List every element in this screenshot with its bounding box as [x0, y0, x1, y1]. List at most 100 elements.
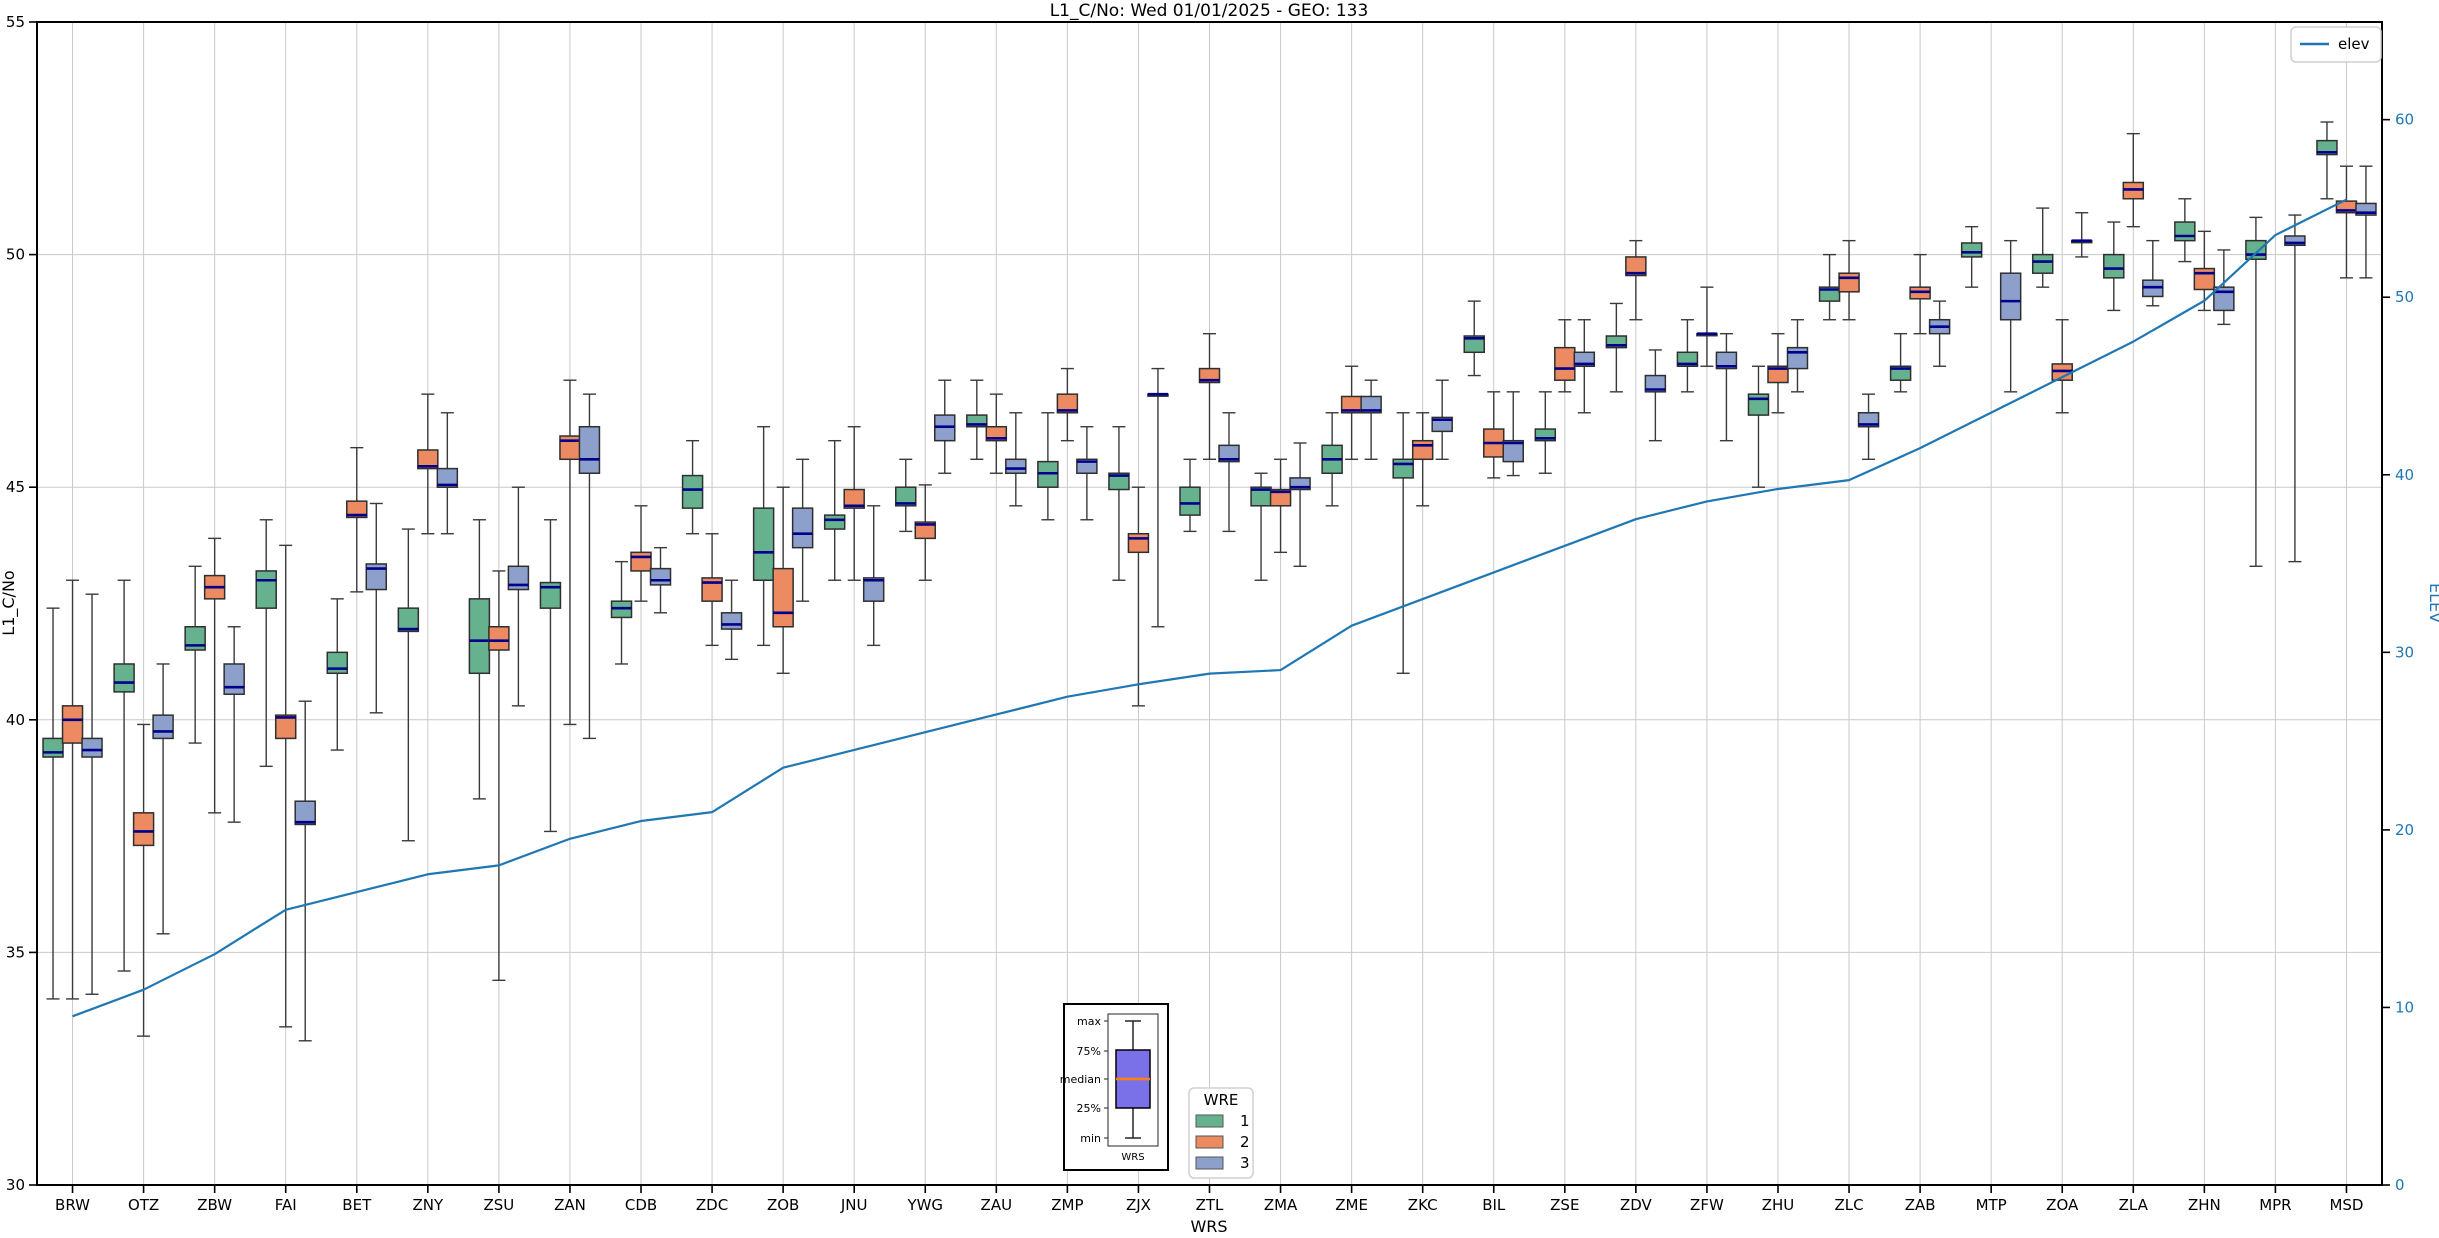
plot-area: 30 35 40 45 50 55 0 10 20 30 40 50 60 BRW OTZ ZBW FAI BET… [6, 13, 2414, 1214]
iqr-box [61, 705, 84, 744]
box-MTP-wre3 [1999, 239, 2022, 393]
box-ZJX-wre2 [1127, 486, 1150, 707]
wre-swatch-2 [1195, 1135, 1224, 1149]
box-MSD-wre2 [2335, 165, 2358, 279]
box-ZLA-wre1 [2103, 221, 2125, 312]
box-ZAN-wre2 [559, 379, 581, 726]
x-tick-label: ZMA [1264, 1196, 1298, 1214]
box-groups [42, 121, 2377, 1042]
y-tick-label-right: 50 [2395, 288, 2414, 306]
iqr-box [488, 626, 510, 651]
box-YWG-wre1 [895, 458, 917, 533]
x-tick-label: ZDV [1620, 1196, 1653, 1214]
iqr-box [1999, 272, 2022, 321]
x-tick-label: ZJX [1126, 1196, 1151, 1214]
box-ZHN-wre2 [2193, 230, 2216, 312]
iqr-box [823, 514, 846, 530]
box-ZTL-wre1 [1179, 458, 1201, 533]
iqr-box [791, 507, 814, 549]
iqr-box [223, 663, 245, 695]
iqr-box [1786, 346, 1809, 370]
x-tick-label: ZOB [767, 1196, 799, 1214]
iqr-box [1463, 335, 1485, 354]
box-ZDV-wre1 [1605, 302, 1628, 393]
x-tick-label: ZNY [412, 1196, 443, 1214]
anatomy-xlabel: WRS [1121, 1152, 1144, 1163]
elev-legend-label: elev [2338, 35, 2370, 53]
iqr-box [752, 507, 775, 581]
box-ZKC-wre2 [1411, 412, 1434, 507]
y-tick-label-right: 0 [2395, 1176, 2405, 1194]
box-ZMP-wre2 [1056, 367, 1079, 442]
iqr-box [397, 607, 420, 633]
box-ZOA-wre2 [2051, 319, 2073, 414]
iqr-box [255, 570, 277, 609]
box-ZSE-wre1 [1534, 391, 1557, 474]
box-ZLA-wre3 [2142, 239, 2164, 307]
box-ZDC-wre3 [720, 579, 743, 661]
box-MPR-wre1 [2245, 216, 2267, 567]
box-ZOB-wre1 [752, 426, 775, 647]
box-ZDC-wre1 [681, 439, 704, 535]
box-ZOB-wre2 [772, 486, 794, 674]
x-axis-label: WRS [1190, 1217, 1227, 1236]
box-ZBW-wre1 [184, 565, 206, 744]
iqr-box [1056, 393, 1079, 414]
iqr-box [2031, 253, 2054, 274]
iqr-box [417, 449, 439, 470]
box-BRW-wre2 [61, 579, 84, 1000]
iqr-box [914, 521, 937, 540]
box-MTP-wre1 [1960, 225, 1983, 288]
box-ZME-wre3 [1360, 379, 1382, 460]
box-ZHN-wre3 [2213, 249, 2235, 326]
anatomy-label-median: median [1060, 1073, 1101, 1086]
x-tick-label: ZMP [1051, 1196, 1083, 1214]
iqr-box [772, 567, 794, 628]
wre-swatch-3 [1195, 1156, 1224, 1170]
box-ZAU-wre3 [1005, 412, 1027, 507]
iqr-box [1715, 351, 1738, 370]
y-tick-label-left: 45 [6, 478, 25, 496]
iqr-box [294, 800, 316, 826]
iqr-box [1360, 395, 1382, 414]
iqr-box [681, 474, 704, 509]
box-ZSU-wre2 [488, 570, 510, 982]
box-MPR-wre3 [2284, 214, 2306, 563]
x-tick-label: ZSE [1550, 1196, 1579, 1214]
elev-legend: elev [2290, 26, 2382, 63]
x-tick-label: ZHU [1762, 1196, 1795, 1214]
box-ZKC-wre1 [1392, 412, 1414, 674]
x-tick-label: ZDC [696, 1196, 728, 1214]
box-OTZ-wre1 [113, 579, 135, 972]
box-BIL-wre2 [1482, 391, 1505, 479]
iqr-box [152, 714, 174, 740]
box-ZSU-wre1 [468, 519, 491, 800]
x-tick-label: ZAB [1905, 1196, 1936, 1214]
iqr-box [1289, 477, 1311, 491]
iqr-box [132, 812, 155, 847]
x-tick-label: ZHN [2188, 1196, 2221, 1214]
anatomy-label-75: 75% [1077, 1045, 1101, 1058]
iqr-box [895, 486, 917, 507]
box-ZSE-wre3 [1573, 319, 1596, 414]
box-ZHU-wre1 [1747, 365, 1770, 488]
box-ZAU-wre2 [985, 393, 1008, 474]
box-ZMA-wre3 [1289, 442, 1311, 567]
iqr-box [843, 488, 865, 509]
box-YWG-wre2 [914, 484, 937, 581]
iqr-box [1411, 439, 1434, 461]
iqr-box [578, 425, 601, 474]
iqr-box [2193, 267, 2216, 291]
iqr-box [1269, 488, 1292, 507]
y-tick-label-left: 55 [6, 13, 25, 31]
series-1 [42, 121, 2338, 1000]
box-ZMA-wre2 [1269, 458, 1292, 554]
box-ZMP-wre1 [1037, 412, 1059, 521]
box-ZSE-wre2 [1554, 319, 1576, 393]
x-tick-label: ZBW [197, 1196, 232, 1214]
anatomy-label-max: max [1077, 1015, 1101, 1028]
box-ZTL-wre3 [1218, 412, 1240, 533]
box-MSD-wre1 [2316, 121, 2338, 200]
